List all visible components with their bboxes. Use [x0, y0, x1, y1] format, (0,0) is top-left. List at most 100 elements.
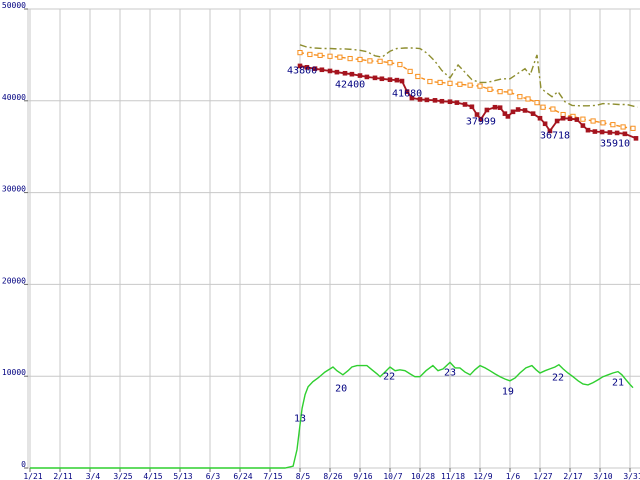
open-square-marker: [540, 104, 546, 110]
open-square-marker: [437, 79, 443, 86]
filled-square-marker: [633, 136, 639, 141]
x-tick-label: 1/6: [506, 472, 521, 480]
filled-square-marker: [530, 111, 536, 116]
x-tick-label: 5/13: [173, 472, 192, 480]
series-orange-dashed-line: [297, 50, 636, 131]
data-point-label: 43800: [287, 66, 317, 77]
x-tick-label: 10/7: [383, 472, 402, 480]
filled-square-marker: [567, 116, 573, 122]
open-square-marker: [620, 124, 626, 130]
filled-square-marker: [409, 95, 415, 101]
filled-square-marker: [424, 97, 430, 103]
y-tick-label: 10000: [2, 368, 26, 377]
data-labels: 43800 42400 41680 37999 36718 35910 13 20 22 23 19…: [287, 66, 630, 425]
data-point-label: 20: [335, 383, 347, 394]
data-point-label: 23: [444, 367, 456, 378]
filled-square-marker: [614, 130, 620, 136]
series-olive-dashdot-line: [299, 44, 638, 108]
filled-square-marker: [622, 131, 628, 137]
filled-square-marker: [304, 64, 310, 70]
x-tick-label: 6/3: [206, 472, 221, 480]
filled-square-marker: [599, 129, 605, 135]
filled-square-marker: [342, 70, 348, 76]
filled-square-marker: [312, 66, 318, 71]
filled-square-marker: [439, 98, 445, 104]
filled-square-marker: [357, 73, 363, 78]
filled-square-marker: [505, 114, 511, 119]
open-square-marker: [307, 51, 313, 58]
filled-square-marker: [399, 78, 405, 84]
data-point-label: 42400: [335, 80, 365, 91]
x-tick-label: 2/17: [563, 472, 582, 480]
x-tick-label: 8/5: [296, 472, 311, 480]
filled-square-marker: [560, 115, 566, 121]
x-tick-label: 3/10: [593, 472, 612, 480]
series-path-olive-dashdot-line: [299, 44, 638, 108]
filled-square-marker: [592, 129, 598, 134]
filled-square-marker: [497, 105, 503, 110]
series-red-solid-line: [297, 63, 639, 141]
filled-square-marker: [515, 107, 521, 112]
open-square-marker: [487, 86, 493, 92]
open-square-marker: [297, 50, 303, 56]
open-square-marker: [377, 58, 383, 64]
filled-square-marker: [454, 100, 460, 105]
filled-square-marker: [484, 107, 490, 113]
x-tick-label: 8/26: [323, 472, 342, 480]
x-tick-label: 3/25: [113, 472, 132, 480]
filled-square-marker: [404, 89, 410, 94]
filled-square-marker: [542, 121, 548, 127]
x-tick-label: 1/27: [533, 472, 552, 480]
filled-square-marker: [372, 75, 378, 81]
filled-square-marker: [297, 63, 303, 69]
filled-square-marker: [492, 104, 498, 110]
y-axis-labels: 0 10000 20000 30000 40000 50000: [2, 1, 26, 469]
data-point-label: 37999: [466, 116, 496, 127]
y-tick-label: 20000: [2, 276, 26, 285]
x-tick-label: 11/18: [441, 472, 465, 480]
y-tick-label: 50000: [2, 1, 26, 10]
open-square-marker: [467, 82, 473, 88]
data-point-label: 41680: [392, 88, 422, 99]
x-axis-labels: 1/21 2/11 3/4 3/25 4/15 5/13 6/3 6/24 7/15 8/5 8/2…: [23, 472, 640, 480]
filled-square-marker: [607, 130, 613, 135]
x-tick-label: 2/11: [53, 472, 72, 480]
filled-square-marker: [580, 123, 586, 128]
open-square-marker: [407, 68, 413, 75]
open-square-marker: [600, 120, 606, 126]
filled-square-marker: [387, 77, 393, 82]
open-square-marker: [337, 54, 343, 60]
open-square-marker: [387, 60, 393, 66]
x-tick-label: 7/15: [263, 472, 282, 480]
x-tick-label: 4/15: [143, 472, 162, 480]
open-square-marker: [550, 106, 556, 112]
open-square-marker: [457, 81, 463, 87]
data-point-label: 35910: [600, 139, 630, 150]
filled-square-marker: [349, 71, 355, 77]
open-square-marker: [507, 89, 513, 95]
filled-square-marker: [417, 97, 423, 102]
open-square-marker: [415, 73, 421, 80]
x-tick-label: 9/16: [353, 472, 372, 480]
open-square-marker: [534, 100, 540, 106]
filled-square-marker: [334, 69, 340, 75]
open-square-marker: [580, 116, 586, 122]
data-point-label: 22: [383, 372, 395, 383]
filled-square-marker: [379, 76, 385, 82]
filled-square-marker: [319, 67, 325, 73]
x-tick-label: 12/9: [473, 472, 492, 480]
x-tick-label: 10/28: [411, 472, 435, 480]
filled-square-marker: [394, 77, 400, 83]
data-point-label: 36718: [540, 131, 570, 142]
open-square-marker: [517, 94, 523, 100]
filled-square-marker: [554, 118, 560, 124]
data-point-label: 22: [552, 373, 564, 384]
filled-square-marker: [432, 98, 438, 103]
open-square-marker: [610, 122, 616, 128]
open-square-marker: [630, 125, 636, 131]
open-square-marker: [367, 58, 373, 64]
filled-square-marker: [447, 99, 453, 105]
